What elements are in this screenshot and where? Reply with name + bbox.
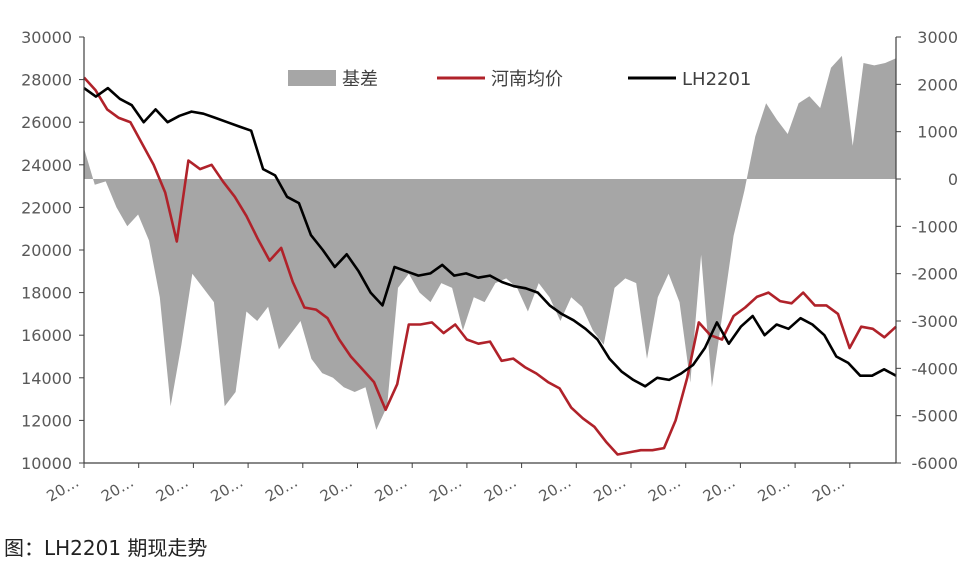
y-left-tick-label: 14000 (21, 369, 72, 388)
x-tick-label: 20… (317, 473, 356, 506)
x-tick-label: 20… (372, 473, 411, 506)
y-right-tick-label: -4000 (912, 359, 959, 378)
series-basis-area (84, 55, 896, 430)
y-right-tick-label: 0 (948, 170, 958, 189)
x-tick-label: 20… (700, 473, 739, 506)
x-tick-label: 20… (809, 473, 848, 506)
y-right-tick-label: -2000 (912, 265, 959, 284)
y-right-tick-label: -3000 (912, 312, 959, 331)
y-left-tick-label: 24000 (21, 156, 72, 175)
legend-swatch-basis (288, 70, 336, 86)
x-tick-label: 20… (755, 473, 794, 506)
x-tick-label: 20… (426, 473, 465, 506)
basis-area-layer (84, 55, 896, 430)
x-tick-label: 20… (153, 473, 192, 506)
y-right-tick-label: 1000 (917, 123, 958, 142)
y-left-tick-label: 16000 (21, 326, 72, 345)
y-left-tick-label: 18000 (21, 284, 72, 303)
lines-layer (83, 76, 897, 456)
chart: 1000012000140001600018000200002200024000… (21, 28, 959, 506)
y-left-tick-label: 22000 (21, 198, 72, 217)
series-henan-line (83, 76, 897, 456)
x-tick-label: 20… (43, 473, 82, 506)
x-tick-label: 20… (536, 473, 575, 506)
y-left-tick-label: 26000 (21, 113, 72, 132)
x-tick-label: 20… (645, 473, 684, 506)
y-right-tick-label: -1000 (912, 217, 959, 236)
legend-label-basis: 基差 (342, 69, 378, 90)
legend-label-lh2201: LH2201 (682, 69, 751, 90)
x-tick-label: 20… (208, 473, 247, 506)
y-right-tick-label: 2000 (917, 75, 958, 94)
x-tick-label: 20… (481, 473, 520, 506)
y-left-tick-label: 30000 (21, 28, 72, 47)
figure-caption: 图：LH2201 期现走势 (4, 536, 208, 560)
y-left-tick-label: 12000 (21, 411, 72, 430)
x-tick-label: 20… (98, 473, 137, 506)
y-right-tick-label: 3000 (917, 28, 958, 47)
legend-label-henan: 河南均价 (491, 69, 563, 90)
y-left-tick-label: 10000 (21, 454, 72, 473)
x-tick-label: 20… (590, 473, 629, 506)
y-right-tick-label: -5000 (912, 407, 959, 426)
series-lh2201-line (83, 86, 897, 388)
y-right-tick-label: -6000 (912, 454, 959, 473)
x-tick-label: 20… (262, 473, 301, 506)
legend: 基差 河南均价 LH2201 (288, 69, 751, 90)
y-left-tick-label: 28000 (21, 71, 72, 90)
y-left-tick-label: 20000 (21, 241, 72, 260)
